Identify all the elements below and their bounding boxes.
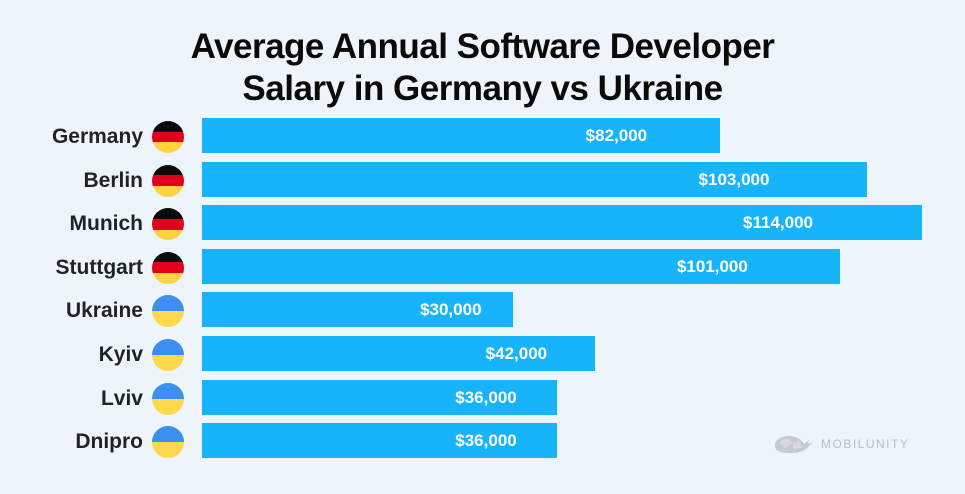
bar-row: Kyiv $42,000 (0, 336, 965, 374)
ukraine-flag-icon (152, 426, 184, 459)
bar (202, 336, 595, 371)
bar (202, 423, 557, 459)
germany-flag-icon (152, 208, 184, 241)
category-label: Dnipro (75, 430, 143, 454)
value-label: $82,000 (585, 126, 648, 145)
bar (202, 379, 557, 415)
value-label: $103,000 (698, 169, 770, 189)
category-label: Germany (51, 125, 143, 148)
bar-row: Lviv $36,000 (0, 379, 965, 418)
value-label: $36,000 (455, 431, 517, 451)
watermark-logo: MOBILUNITY (773, 433, 909, 455)
bar-row: Berlin $103,000 (0, 161, 965, 200)
bar (202, 118, 720, 153)
value-label: $36,000 (455, 387, 517, 407)
category-label: Berlin (83, 168, 143, 192)
bar (202, 205, 922, 241)
bar (202, 292, 513, 328)
category-label: Stuttgart (55, 255, 144, 279)
category-label: Kyiv (98, 343, 143, 366)
bar-row: Germany $82,000 (0, 118, 965, 156)
bar-row: Ukraine $30,000 (0, 292, 965, 330)
category-label: Ukraine (65, 299, 143, 323)
category-label: Munich (69, 212, 144, 236)
watermark-text: MOBILUNITY (821, 437, 910, 451)
germany-flag-icon (152, 164, 184, 197)
bar (202, 161, 867, 197)
ukraine-flag-icon (152, 339, 184, 371)
whale-icon (775, 436, 813, 453)
bar (202, 248, 840, 284)
bar-row: Munich $114,000 (0, 205, 965, 243)
bar-row: Stuttgart $101,000 (0, 248, 965, 287)
bar-row: Dnipro $36,000 (0, 423, 965, 461)
germany-flag-icon (152, 121, 184, 153)
value-label: $101,000 (676, 256, 748, 276)
germany-flag-icon (152, 251, 184, 284)
value-label: $30,000 (420, 300, 482, 320)
ukraine-flag-icon (152, 295, 184, 328)
value-label: $42,000 (485, 344, 548, 363)
category-label: Lviv (100, 386, 143, 410)
chart-title-line-1: Average Annual Software Developer (190, 27, 775, 66)
chart-title: Average Annual Software Developer Salary… (0, 26, 965, 110)
chart-title-line-2: Salary in Germany vs Ukraine (242, 69, 723, 108)
ukraine-flag-icon (152, 382, 184, 415)
value-label: $114,000 (743, 213, 813, 233)
